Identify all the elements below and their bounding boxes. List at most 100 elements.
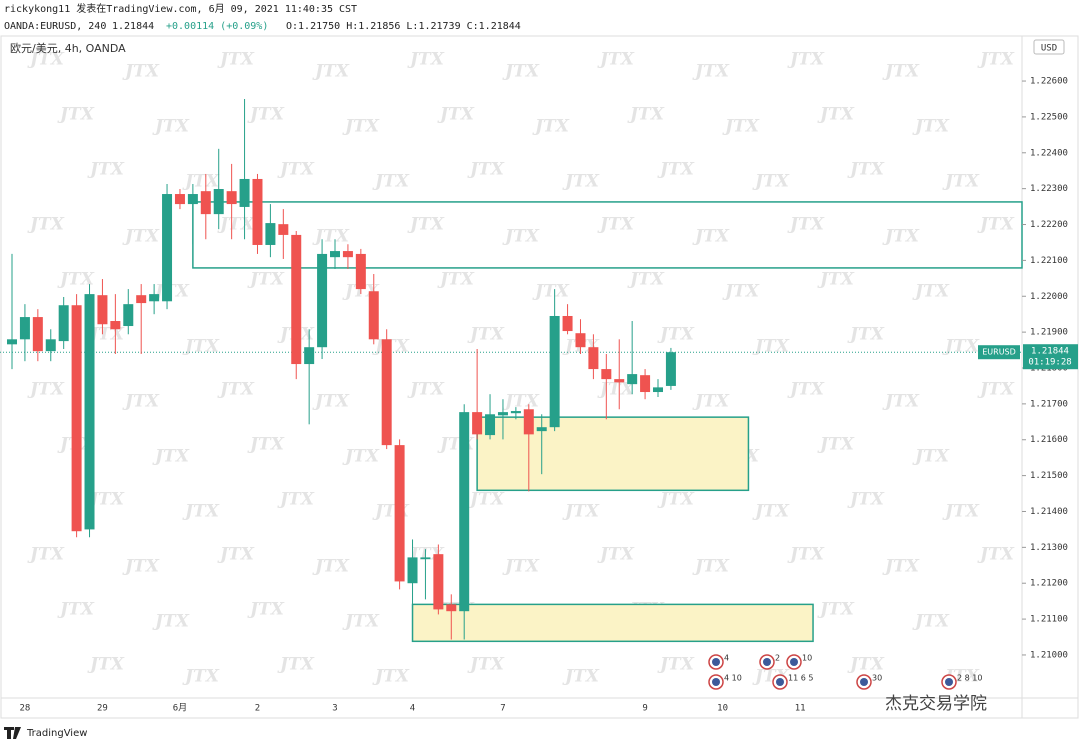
watermark: JTX: [312, 557, 350, 577]
candle-body: [342, 251, 353, 258]
y-tick-label: 1.22300: [1030, 184, 1068, 194]
watermark: JTX: [502, 227, 540, 247]
event-icon-inner: [790, 658, 798, 666]
y-tick-label: 1.21500: [1030, 471, 1068, 481]
y-tick-label: 1.22200: [1030, 220, 1068, 230]
candle-body: [265, 223, 276, 245]
brand: TradingView: [26, 728, 87, 739]
header: rickykong11 发表在TradingView.com, 6月 09, 2…: [4, 2, 357, 15]
watermark: JTX: [407, 50, 445, 70]
y-tick-label: 1.21000: [1030, 650, 1068, 660]
watermark: JTX: [87, 655, 125, 675]
x-tick-label: 4: [410, 704, 415, 714]
watermark: JTX: [217, 545, 255, 565]
watermark: JTX: [597, 215, 635, 235]
watermark: JTX: [787, 545, 825, 565]
y-tick-label: 1.22600: [1030, 77, 1068, 87]
candle-body: [627, 374, 638, 385]
watermark: JTX: [942, 337, 980, 357]
watermark: JTX: [692, 62, 730, 82]
candle-body: [485, 414, 496, 436]
watermark: JTX: [752, 337, 790, 357]
candle-body: [213, 189, 224, 215]
watermark: JTX: [467, 160, 505, 180]
symbol: OANDA:EURUSD, 240: [4, 21, 106, 32]
candle-body: [433, 554, 444, 610]
watermark: JTX: [752, 502, 790, 522]
y-tick-label: 1.21900: [1030, 328, 1068, 338]
y-tick-label: 1.21700: [1030, 399, 1068, 409]
watermark: JTX: [87, 490, 125, 510]
watermark: JTX: [627, 105, 665, 125]
y-tick-label: 1.21100: [1030, 615, 1068, 625]
watermark: JTX: [562, 172, 600, 192]
candle-body: [317, 253, 328, 348]
current-name-box: [978, 345, 1020, 360]
candle-body: [136, 295, 147, 304]
candle-body: [665, 352, 676, 386]
frame: [0, 35, 1079, 719]
candle-body: [459, 412, 470, 612]
watermark: JTX: [502, 62, 540, 82]
candle-body: [510, 411, 521, 414]
candle-body: [291, 234, 302, 365]
watermark: JTX: [247, 270, 285, 290]
candle-body: [58, 305, 69, 342]
watermark: JTX: [247, 435, 285, 455]
candle-body: [200, 191, 211, 215]
watermark: JTX: [467, 655, 505, 675]
candle-body: [407, 557, 418, 584]
candle-body: [149, 294, 160, 302]
x-tick-label: 29: [97, 704, 108, 714]
candle-body: [187, 194, 198, 205]
event-label: 4: [724, 654, 729, 663]
candle-body: [549, 315, 560, 428]
watermark: JTX: [122, 227, 160, 247]
currency: USD: [1041, 44, 1057, 54]
watermark: JTX: [817, 270, 855, 290]
watermark: JTX: [942, 502, 980, 522]
brand-logo: [2, 724, 24, 740]
watermark: JTX: [787, 50, 825, 70]
candle-body: [19, 317, 30, 340]
ohlc: O:1.21750 H:1.21856 L:1.21739 C:1.21844: [286, 21, 521, 32]
watermark: JTX: [437, 105, 475, 125]
x-tick-label: 9: [642, 704, 647, 714]
watermark: JTX: [247, 105, 285, 125]
candle-body: [7, 339, 17, 345]
y-tick-label: 1.21600: [1030, 435, 1068, 445]
candle-body: [575, 333, 586, 348]
watermark: JTX: [407, 380, 445, 400]
watermark: JTX: [657, 655, 695, 675]
candle-body: [252, 178, 263, 245]
y-tick-label: 1.22400: [1030, 148, 1068, 158]
candle-body: [588, 347, 599, 370]
watermark: JTX: [217, 215, 255, 235]
watermark: JTX: [692, 227, 730, 247]
watermark: JTX: [817, 435, 855, 455]
watermark: JTX: [27, 545, 65, 565]
watermark: JTX: [847, 325, 885, 345]
x-tick-label: 3: [332, 704, 337, 714]
candle-body: [653, 387, 663, 393]
event-label: 2 8 10: [957, 674, 982, 683]
watermark: JTX: [977, 380, 1015, 400]
watermark: JTX: [912, 117, 950, 137]
watermark: JTX: [27, 50, 65, 70]
candle-body: [123, 304, 134, 327]
candle-body: [304, 347, 315, 365]
event-icon-inner: [712, 678, 720, 686]
watermark: JTX: [152, 612, 190, 632]
countdown: 01:19:28: [1028, 358, 1071, 368]
event-label: 11 6 5: [788, 674, 813, 683]
event-label: 10: [802, 654, 812, 663]
candle-body: [381, 339, 392, 446]
currency-box: [1033, 39, 1065, 55]
watermark: JTX: [312, 62, 350, 82]
candle-body: [71, 305, 82, 532]
x-tick-label: 2: [255, 704, 260, 714]
watermark: JTX: [247, 600, 285, 620]
watermark: JTX: [122, 392, 160, 412]
candle-body: [523, 409, 534, 435]
